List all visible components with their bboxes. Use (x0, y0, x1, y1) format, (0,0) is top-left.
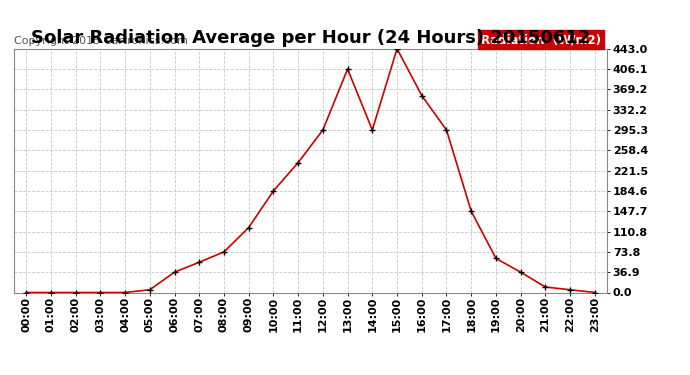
Text: Copyright 2015 Cartronics.com: Copyright 2015 Cartronics.com (14, 36, 188, 46)
Title: Solar Radiation Average per Hour (24 Hours) 20150612: Solar Radiation Average per Hour (24 Hou… (31, 29, 590, 47)
Text: Radiation  (W/m2): Radiation (W/m2) (481, 33, 601, 46)
